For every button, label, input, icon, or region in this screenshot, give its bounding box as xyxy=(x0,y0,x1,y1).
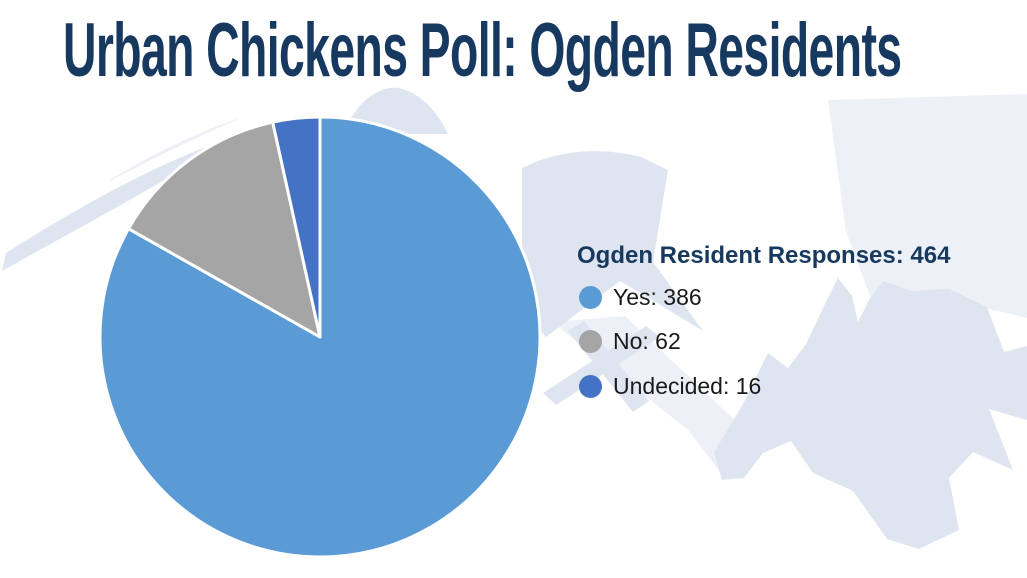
legend: Ogden Resident Responses: 464 Yes: 386 No… xyxy=(577,242,997,399)
legend-dot-undecided xyxy=(579,374,602,398)
mountain-light-top-right xyxy=(828,94,1027,318)
mountain-wedge xyxy=(522,151,703,337)
legend-label: No: 62 xyxy=(613,328,681,354)
page-title: Urban Chickens Poll: Ogden Residents xyxy=(63,8,902,93)
legend-item-undecided: Undecided: 16 xyxy=(579,374,761,398)
pie-slice-undecided xyxy=(271,115,322,339)
legend-label: Yes: 386 xyxy=(613,284,702,310)
legend-title: Ogden Resident Responses: 464 xyxy=(577,242,951,269)
legend-dot-yes xyxy=(579,285,602,309)
legend-item-yes: Yes: 386 xyxy=(579,285,702,309)
legend-item-no: No: 62 xyxy=(579,329,681,353)
legend-label: Undecided: 16 xyxy=(613,373,762,399)
legend-dot-no xyxy=(579,329,602,353)
mountain-range xyxy=(714,278,1027,549)
pie-slice-no xyxy=(126,120,322,339)
